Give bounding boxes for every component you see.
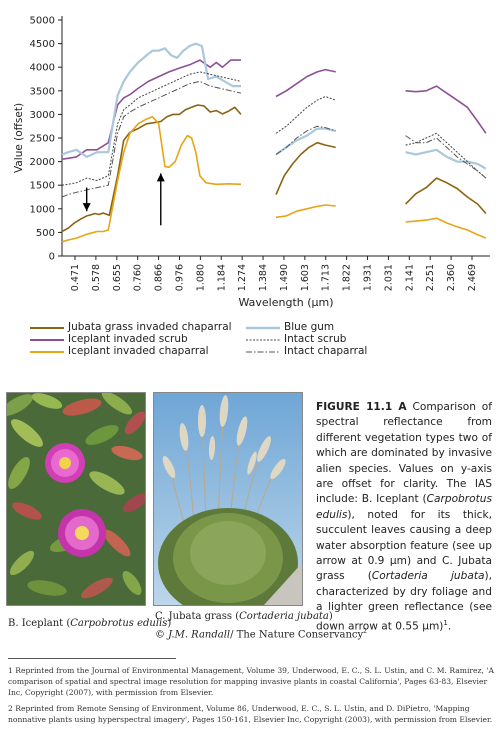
series-line: [275, 125, 336, 155]
x-tick-label: 2.360: [446, 264, 457, 291]
x-tick-label: 2.141: [404, 264, 415, 291]
x-tick-label: 0.471: [70, 264, 81, 291]
x-tick-label: 2.031: [383, 264, 394, 291]
legend-swatch: [246, 351, 280, 353]
x-tick-label: 1.713: [321, 264, 332, 291]
y-axis-label: Value (offset): [13, 103, 25, 173]
x-axis-label: Wavelength (μm): [238, 296, 333, 309]
legend-label: Iceplant invaded chaparral: [68, 345, 209, 357]
y-tick-label: 5000: [30, 16, 55, 27]
series-line: [275, 204, 336, 219]
spectral-reflectance-chart: 0 500 1000 1500 2000 2500 3000 3500 4000 4500 5000…: [13, 16, 490, 309]
series-line: [405, 132, 487, 179]
footnote-1: 1 Reprinted from the Journal of Environm…: [8, 666, 494, 697]
x-tick-label: 1.603: [300, 264, 311, 291]
x-tick-label: 1.184: [216, 264, 227, 291]
series-line: [61, 104, 242, 233]
y-tick-label: 3000: [30, 110, 55, 121]
y-tick-label: 2500: [30, 134, 55, 145]
x-tick-label: 0.655: [112, 264, 123, 291]
legend-swatch: [246, 326, 280, 330]
x-tick-label: 1.490: [279, 264, 290, 291]
x-tick-label: 2.251: [425, 264, 436, 291]
iceplant-flower-bottom: [58, 509, 106, 557]
series-line: [275, 68, 336, 98]
footnote-2: 2 Reprinted from Remote Sensing of Envir…: [8, 704, 493, 724]
series-line: [61, 116, 242, 243]
photo-b-caption: B. Iceplant (Carpobrotus edulis): [8, 618, 172, 629]
series-line: [275, 96, 336, 134]
x-tick-label: 1.384: [258, 264, 269, 291]
series-line: [405, 148, 487, 170]
footnote-rule: [8, 658, 176, 659]
y-tick-label: 500: [36, 228, 55, 239]
y-tick-label: 1500: [30, 181, 55, 192]
figure-caption: FIGURE 11.1 A Comparison of spectral ref…: [316, 401, 492, 633]
y-tick-label: 4500: [30, 39, 55, 50]
x-tick-label: 0.866: [154, 264, 165, 291]
legend-swatch: [30, 339, 64, 341]
x-tick-label: 0.578: [91, 264, 102, 291]
legend-label: Jubata grass invaded chaparral: [68, 321, 232, 333]
photo-c-caption: C. Jubata grass (Cortaderia jubata): [155, 611, 333, 622]
series-line: [405, 135, 487, 179]
legend-label: Blue gum: [284, 321, 335, 333]
series-line: [61, 59, 241, 160]
y-tick-label: 0: [49, 252, 55, 263]
series-line: [61, 42, 241, 158]
x-tick-label: 2.469: [467, 264, 478, 291]
figure-label: FIGURE 11.1 A: [316, 401, 407, 413]
series-line: [61, 80, 242, 198]
jubata-grass-photo: [153, 392, 303, 606]
y-tick-label: 3500: [30, 86, 55, 97]
x-tick-label: 0.760: [133, 264, 144, 291]
x-tick-label: 1.080: [195, 264, 206, 291]
y-tick-label: 1000: [30, 204, 55, 215]
series-line: [405, 85, 487, 134]
legend-label: Iceplant invaded scrub: [68, 333, 188, 345]
y-tick-label: 2000: [30, 157, 55, 168]
x-tick-label: 1.931: [363, 264, 374, 291]
annotation-arrowhead: [82, 203, 91, 212]
series-line: [405, 177, 487, 215]
series-line: [405, 217, 487, 239]
x-tick-label: 1.822: [342, 264, 353, 291]
x-tick-label: 0.976: [174, 264, 185, 291]
series-line: [61, 71, 242, 186]
y-tick-label: 4000: [30, 63, 55, 74]
annotation-arrowhead: [156, 173, 165, 182]
photo-credit: © J.M. Randall/ The Nature Conservancy2: [155, 628, 367, 641]
legend-swatch: [246, 339, 280, 341]
iceplant-flower-top: [45, 443, 85, 483]
legend-swatch: [30, 351, 64, 353]
legend-label: Intact scrub: [284, 333, 347, 345]
legend-label: Intact chaparral: [284, 345, 368, 357]
iceplant-photo: [6, 392, 146, 606]
legend-swatch: [30, 327, 64, 329]
series-line: [275, 141, 336, 195]
x-tick-label: 1.274: [237, 264, 248, 291]
